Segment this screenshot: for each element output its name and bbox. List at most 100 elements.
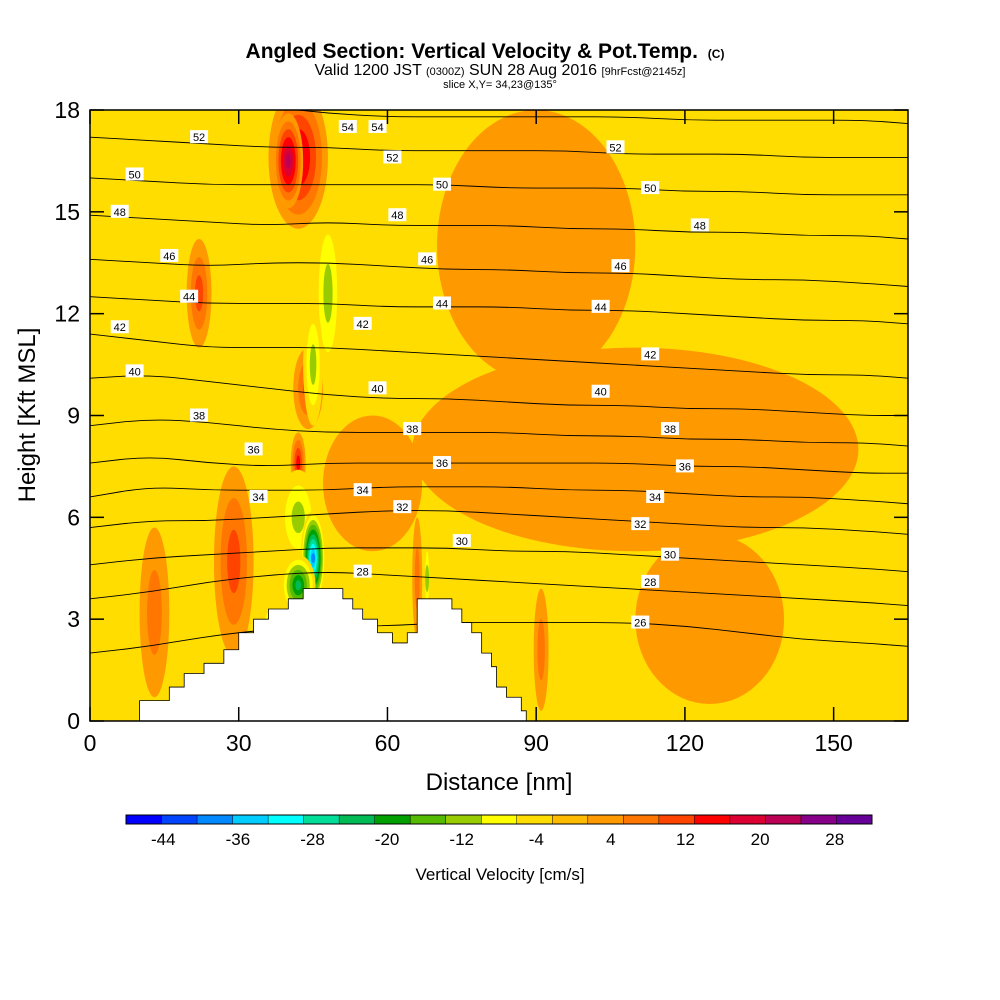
contour-label: 42 (641, 347, 660, 361)
colorbar-frame (125, 814, 873, 825)
contour-label-box (432, 456, 451, 470)
contour-label-text: 36 (679, 461, 691, 473)
velocity-cell (323, 415, 423, 552)
velocity-cell (437, 110, 636, 382)
velocity-cell-ring (635, 534, 785, 705)
colorbar-segment (587, 815, 624, 824)
colorbar-segment (694, 815, 731, 824)
velocity-cell-ring (425, 564, 430, 593)
contour-label: 44 (591, 299, 610, 314)
contour-label-text: 40 (371, 383, 383, 395)
contour-label-box (403, 422, 422, 436)
velocity-cell-ring (414, 547, 420, 609)
terrain-outline (90, 588, 527, 721)
chart-title: Angled Section: Vertical Velocity & Pot.… (246, 40, 725, 63)
y-tick-label: 12 (54, 301, 80, 327)
colorbar-segment (410, 815, 447, 824)
velocity-cell-ring (309, 344, 317, 385)
contour-label: 38 (190, 408, 209, 423)
contour-label: 40 (368, 381, 387, 395)
contour-label-text: 40 (128, 366, 140, 378)
colorbar-segment (481, 815, 518, 824)
contour-label-box (353, 483, 372, 497)
velocity-cell (139, 527, 170, 698)
contour-label: 52 (383, 150, 402, 165)
contour-label-box (452, 534, 471, 548)
contour-label: 34 (646, 489, 665, 504)
velocity-cell-ring (323, 415, 423, 552)
colorbar-tick-label: 20 (751, 830, 770, 849)
contour-label-text: 34 (252, 492, 264, 504)
velocity-cell-ring (147, 569, 162, 655)
contour-label-box (190, 408, 209, 422)
contour-label-text: 32 (634, 519, 646, 531)
colorbar-segment (303, 815, 340, 824)
contour-label-box (393, 500, 412, 514)
contour-label: 52 (606, 140, 625, 154)
contour-label-box (338, 119, 357, 133)
theta-contour-40 (90, 375, 908, 416)
velocity-cell-ring (227, 529, 241, 594)
velocity-cell-ring (295, 580, 302, 591)
contour-label-text: 46 (163, 251, 175, 263)
contour-label: 36 (244, 442, 263, 456)
contour-label: 52 (190, 130, 209, 144)
contour-label-text: 52 (609, 142, 621, 154)
contour-label: 38 (661, 422, 680, 436)
colorbar-segment (268, 815, 304, 824)
contour-label-text: 54 (342, 122, 354, 134)
x-tick-label: 30 (226, 730, 252, 756)
theta-contour-54 (294, 110, 908, 125)
theta-contour-28 (90, 572, 908, 607)
contour-label-text: 28 (644, 577, 656, 589)
contour-label: 34 (249, 489, 268, 504)
colorbar-segment (552, 815, 589, 824)
y-tick-label: 15 (54, 199, 80, 225)
chart-subtitle: Valid 1200 JST (0300Z) SUN 28 Aug 2016 [… (315, 62, 686, 79)
colorbar-segment (232, 815, 269, 824)
colorbar-label: Vertical Velocity [cm/s] (415, 865, 584, 884)
contour-label-text: 42 (644, 349, 656, 361)
contour-label-box (591, 384, 610, 398)
contour-label-text: 46 (614, 261, 626, 273)
contour-label-box (110, 204, 129, 218)
velocity-cell-ring (323, 263, 333, 323)
colorbar-segment (126, 815, 162, 824)
contour-label-box (368, 119, 387, 133)
theta-contour-34 (90, 486, 908, 505)
contour-label: 36 (675, 459, 694, 473)
contour-label-text: 28 (357, 567, 369, 579)
contour-label-text: 36 (436, 458, 448, 470)
contour-label-text: 42 (114, 322, 126, 334)
colorbar-tick-label: 4 (606, 830, 615, 849)
x-tick-label: 90 (523, 730, 549, 756)
velocity-cell-ring (412, 347, 859, 552)
velocity-cell-ring (291, 501, 305, 534)
contour-label-text: 34 (357, 485, 369, 497)
contour-label-text: 52 (386, 153, 398, 165)
contour-label-text: 48 (694, 220, 706, 232)
colorbar-tick-label: -36 (226, 830, 251, 849)
colorbar-segment (197, 815, 233, 824)
velocity-cell-ring (311, 553, 316, 563)
y-axis-label: Height [Kft MSL] (14, 328, 41, 503)
contour-label-box (690, 218, 709, 232)
contour-label-text: 38 (664, 424, 676, 436)
contour-label-box (110, 320, 129, 334)
y-tick-label: 3 (67, 606, 80, 632)
contour-label-text: 54 (371, 122, 383, 134)
contour-label: 50 (641, 181, 660, 195)
contour-label-text: 26 (634, 618, 646, 630)
contour-label: 46 (611, 259, 630, 273)
contour-label: 30 (452, 534, 471, 548)
contour-label: 48 (388, 208, 407, 222)
contour-label-box (606, 140, 625, 154)
contour-label: 48 (110, 204, 129, 219)
contour-label: 54 (338, 119, 357, 134)
contour-label: 42 (353, 316, 372, 331)
colorbar-tick-label: -20 (375, 830, 400, 849)
contour-label-text: 52 (193, 132, 205, 144)
contour-label: 54 (368, 119, 387, 134)
contour-label: 40 (125, 364, 144, 378)
